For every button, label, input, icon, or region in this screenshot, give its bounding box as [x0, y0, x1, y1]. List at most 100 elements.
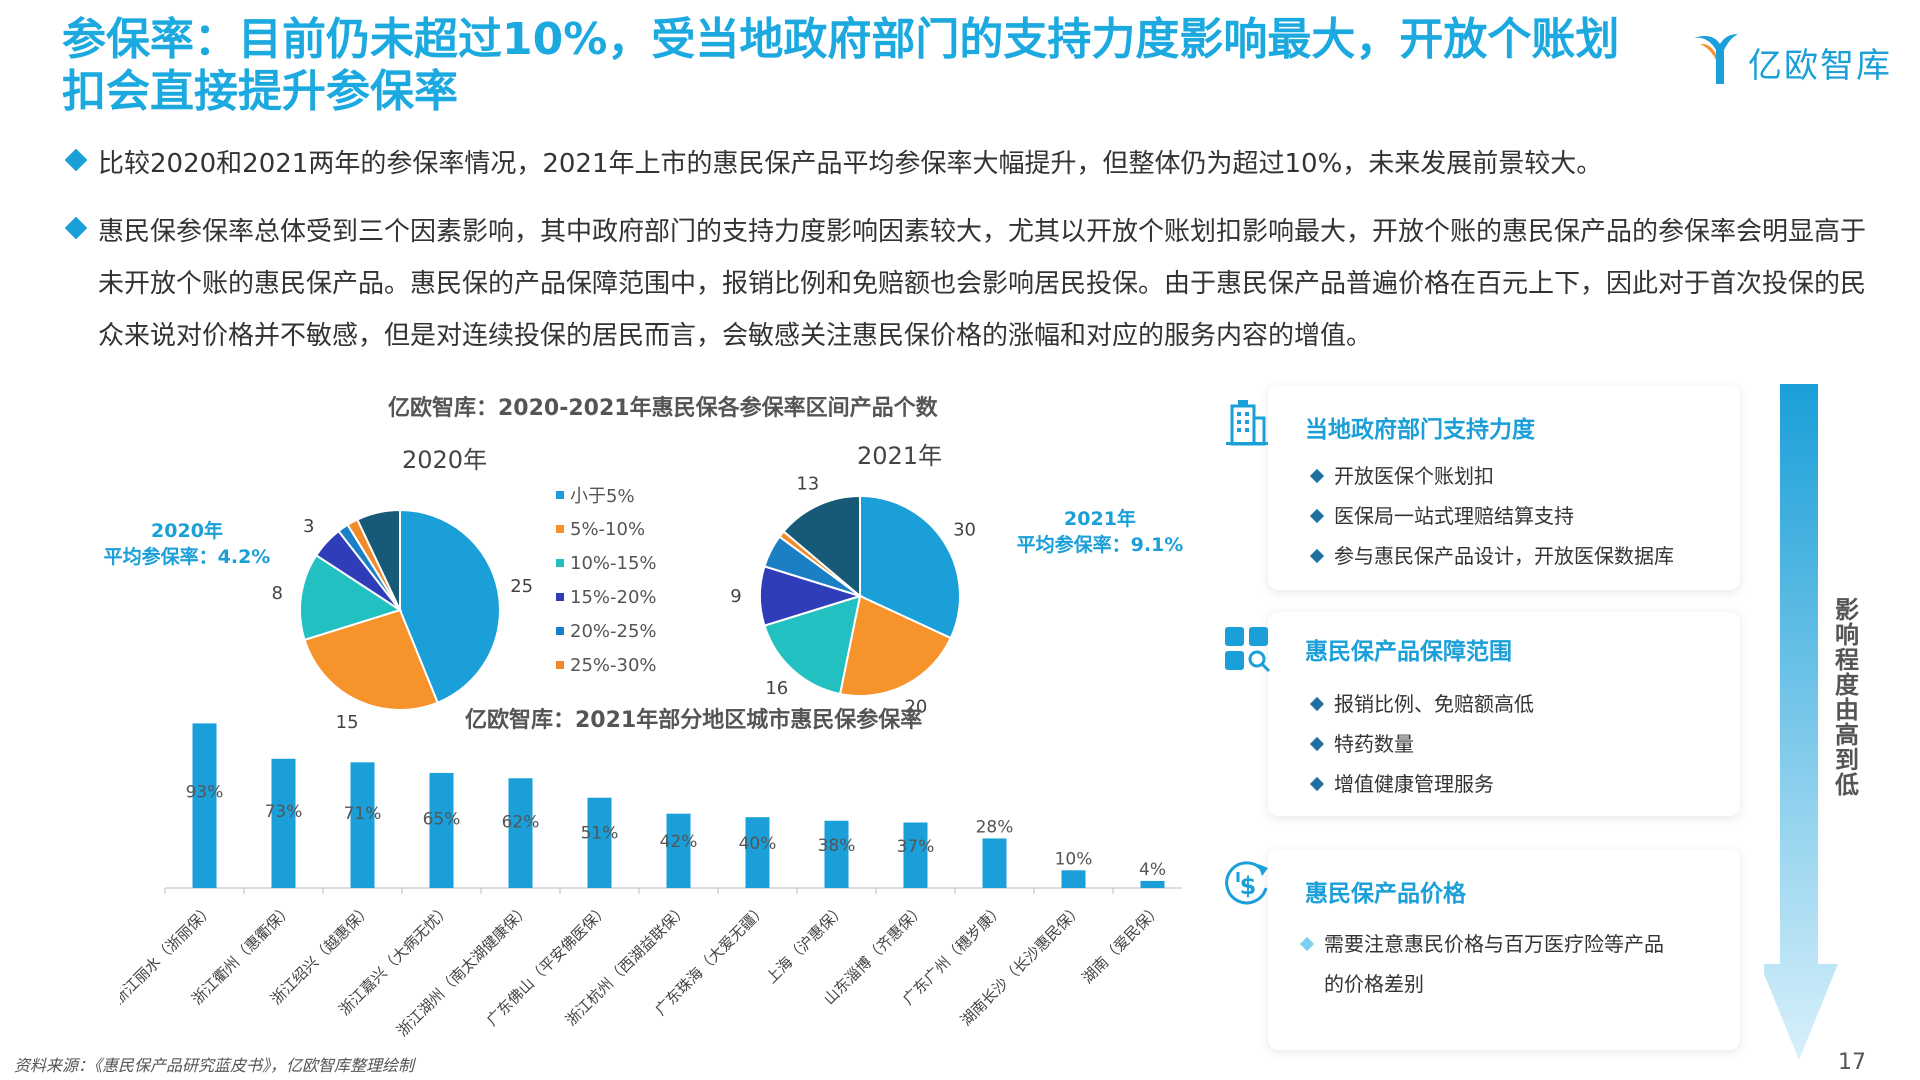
- grid-search-icon: [1225, 627, 1271, 673]
- diamond-icon: [1309, 776, 1325, 791]
- legend-swatch: [556, 661, 564, 669]
- pie-2020-year: 2020年: [402, 446, 488, 474]
- bullet-1-text: 比较2020和2021两年的参保率情况，2021年上市的惠民保产品平均参保率大幅…: [98, 149, 1603, 179]
- pie-2021-slice-label-2: 20: [904, 697, 927, 718]
- pie-2020-slice-label-1: 25: [510, 576, 533, 597]
- bar-11: [982, 838, 1007, 888]
- bar-7: [666, 813, 691, 888]
- factor-2-item-3: 增值健康管理服务: [1309, 768, 1494, 797]
- pie-2021-year: 2021年: [857, 442, 943, 470]
- legend-item: 5%-10%: [556, 512, 657, 546]
- pie-chart-2021: 30 20 16 9 13: [730, 474, 976, 718]
- bar-value-label-6: 51%: [581, 823, 619, 843]
- legend-item: 20%-25%: [556, 614, 657, 648]
- bar-value-label-10: 37%: [897, 837, 935, 857]
- legend-item: 10%-15%: [556, 546, 657, 580]
- bar-value-label-3: 71%: [344, 804, 382, 824]
- bar-value-label-2: 73%: [265, 802, 303, 822]
- bar-category-label-13: 湖南（爱民保）: [1078, 900, 1165, 987]
- bar-value-label-5: 62%: [502, 813, 540, 833]
- bar-category-label-9: 上海（沪惠保）: [762, 900, 849, 987]
- avg-2020: 2020年 平均参保率：4.2%: [92, 518, 282, 570]
- diamond-icon: [64, 216, 88, 240]
- diamond-icon: [64, 148, 88, 172]
- factor-2-item-1: 报销比例、免赔额高低: [1309, 688, 1534, 717]
- bar-9: [824, 820, 849, 888]
- bullet-2: 惠民保参保率总体受到三个因素影响，其中政府部门的支持力度影响因素较大，尤其以开放…: [64, 206, 1883, 362]
- pie-2021-slice-label-1: 30: [953, 519, 976, 540]
- legend-swatch: [556, 559, 564, 567]
- factor-card-3: [1268, 850, 1740, 1050]
- legend-item: 25%-30%: [556, 648, 657, 682]
- avg-2021: 2021年 平均参保率：9.1%: [1000, 506, 1200, 558]
- bar-8: [745, 817, 770, 888]
- legend-swatch: [556, 593, 564, 601]
- bar-value-label-13: 4%: [1139, 860, 1166, 880]
- dollar-refresh-icon: $: [1225, 861, 1268, 905]
- bullet-1: 比较2020和2021两年的参保率情况，2021年上市的惠民保产品平均参保率大幅…: [64, 138, 1883, 190]
- pie-2020-slice-3: [299, 553, 403, 642]
- legend-label: 15%-20%: [570, 586, 657, 608]
- bar-10: [903, 822, 928, 888]
- pie-chart-title: 亿欧智库：2020-2021年惠民保各参保率区间产品个数: [388, 396, 938, 421]
- bullet-2-text: 惠民保参保率总体受到三个因素影响，其中政府部门的支持力度影响因素较大，尤其以开放…: [98, 217, 1867, 351]
- bar-value-label-4: 65%: [423, 810, 461, 830]
- logo-mark-icon: [1694, 34, 1738, 84]
- pie-chart-2020: 25 15 8 3: [271, 508, 533, 733]
- pie-2021-slice-label-3: 16: [765, 678, 788, 699]
- pie-2021-slice-2: [838, 594, 953, 697]
- bar-value-label-1: 93%: [186, 782, 224, 802]
- factor-3-title: 惠民保产品价格: [1305, 881, 1466, 907]
- bar-value-label-7: 42%: [660, 832, 698, 852]
- legend-label: 10%-15%: [570, 552, 657, 574]
- factor-card-2: [1268, 612, 1740, 816]
- factor-2-item-2: 特药数量: [1309, 728, 1414, 757]
- avg-2021-line1: 2021年: [1064, 508, 1136, 530]
- pie-2020-slice-2: [303, 608, 439, 711]
- page-number: 17: [1838, 1050, 1866, 1075]
- bar-4: [429, 772, 454, 888]
- diamond-icon: [1309, 468, 1325, 483]
- pie-2021-slice-3: [763, 594, 862, 696]
- bar-5: [508, 778, 533, 888]
- pie-2021-slice-label-4: 9: [730, 586, 741, 607]
- pie-2020-slice-7: [355, 508, 401, 611]
- bar-category-label-5: 浙江湖州（南太湖健康保）: [393, 900, 533, 1040]
- factor-3-item-1: 需要注意惠民价格与百万医疗险等产品: [1299, 928, 1664, 957]
- legend-swatch: [556, 525, 564, 533]
- influence-arrow: [1764, 384, 1838, 1060]
- factor-1-item-2: 医保局一站式理赔结算支持: [1309, 500, 1574, 529]
- logo: 亿欧智库: [1690, 28, 1900, 88]
- pie-2020-slice-label-4: 3: [303, 516, 314, 537]
- diamond-icon: [1309, 696, 1325, 711]
- factor-3-item-2: 的价格差别: [1324, 972, 1424, 996]
- pie-2020-slice-label-3: 8: [271, 583, 282, 604]
- factor-1-item-3: 参与惠民保产品设计，开放医保数据库: [1309, 540, 1674, 569]
- bar-chart-title: 亿欧智库：2021年部分地区城市惠民保参保率: [465, 708, 923, 733]
- bar-12: [1061, 870, 1086, 888]
- legend-label: 小于5%: [570, 486, 635, 507]
- diamond-icon: [1309, 508, 1325, 523]
- factor-1-title: 当地政府部门支持力度: [1305, 417, 1535, 443]
- page-title: 参保率：目前仍未超过10%，受当地政府部门的支持力度影响最大，开放个账划扣会直接…: [62, 14, 1620, 117]
- bar-value-label-11: 28%: [976, 817, 1014, 837]
- bar-1: [192, 723, 217, 888]
- pie-2021-slice-label-7: 13: [796, 474, 819, 495]
- bar-6: [587, 797, 612, 888]
- diamond-icon: [1309, 736, 1325, 751]
- legend-label: 25%-30%: [570, 654, 657, 676]
- bar-2: [271, 758, 296, 888]
- pie-2021-slice-1: [859, 494, 961, 640]
- pie-2021-slice-7: [782, 494, 861, 599]
- legend-label: 5%-10%: [570, 518, 646, 540]
- legend-swatch: [556, 627, 564, 635]
- bar-value-label-12: 10%: [1055, 849, 1093, 869]
- bar-value-label-8: 40%: [739, 834, 777, 854]
- legend-item: 小于5%: [556, 478, 657, 512]
- arrow-label: 影响程度由高到低: [1835, 596, 1859, 799]
- bar-13: [1140, 880, 1165, 888]
- legend-label: 20%-25%: [570, 620, 657, 642]
- bar-value-label-9: 38%: [818, 836, 856, 856]
- legend-swatch: [556, 491, 564, 499]
- avg-2021-line2: 平均参保率：9.1%: [1016, 534, 1184, 556]
